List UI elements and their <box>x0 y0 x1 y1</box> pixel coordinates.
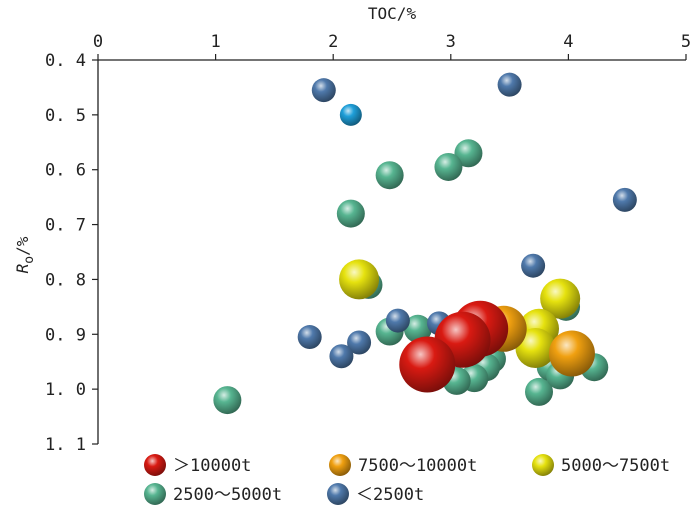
x-tick-label: 3 <box>446 32 456 52</box>
data-point-series-4-6 <box>329 344 354 369</box>
data-point-series-3-6 <box>403 314 432 343</box>
legend-marker-0 <box>144 454 166 476</box>
y-tick-label: 0. 4 <box>45 51 86 71</box>
svg-text:Ro/%: Ro/% <box>13 236 37 273</box>
data-point-series-5-0 <box>339 103 362 126</box>
data-point-series-3-11 <box>525 377 553 406</box>
x-axis-title: TOC/% <box>368 4 417 23</box>
axes: 0 1 2 3 4 5 0. 4 0. 5 0. 6 0. 7 0. 8 0. 9 1. 0 1. 1 <box>45 32 691 455</box>
data-point-series-2-3 <box>515 328 556 368</box>
legend-marker-2 <box>532 454 554 476</box>
y-tick-label: 0. 5 <box>45 106 86 126</box>
data-point-series-3-3 <box>336 199 365 228</box>
data-point-series-3-16 <box>213 386 242 415</box>
data-point-series-4-0 <box>311 78 336 103</box>
x-tick-label: 2 <box>328 32 338 52</box>
data-point-series-3-0 <box>454 139 483 168</box>
data-point-series-4-1 <box>497 72 522 97</box>
y-tick-label: 0. 7 <box>45 216 86 236</box>
legend-marker-3 <box>144 483 166 505</box>
x-tick-label: 4 <box>563 32 573 52</box>
data-point-series-3-1 <box>434 152 463 181</box>
data-point-series-4-2 <box>612 187 637 212</box>
legend-label-0: ＞10000t <box>173 456 251 476</box>
x-tick-label: 0 <box>93 32 103 52</box>
y-axis-title: Ro/% <box>13 236 37 273</box>
y-axis-title-sub: o <box>22 256 37 264</box>
y-tick-label: 1. 0 <box>45 380 86 400</box>
legend-label-1: 7500～10000t <box>358 456 477 476</box>
legend-label-2: 5000～7500t <box>561 456 670 476</box>
data-points <box>213 72 637 415</box>
data-point-series-4-3 <box>521 253 546 278</box>
y-axis-title-unit: /% <box>13 236 32 256</box>
y-tick-label: 0. 9 <box>45 325 86 345</box>
data-point-series-4-7 <box>385 308 410 333</box>
data-point-series-0-2 <box>399 336 456 393</box>
y-tick-label: 0. 6 <box>45 161 86 181</box>
data-point-series-2-1 <box>540 278 581 319</box>
legend-marker-1 <box>329 454 351 476</box>
data-point-series-4-5 <box>347 330 372 355</box>
y-axis-title-main: R <box>13 264 32 274</box>
data-point-series-2-0 <box>339 259 380 300</box>
y-tick-label: 1. 1 <box>45 435 86 455</box>
legend: ＞10000t 7500～10000t 5000～7500t 2500～5000t ＜2… <box>144 454 670 505</box>
y-tick-label: 0. 8 <box>45 270 86 290</box>
data-point-series-4-4 <box>297 325 322 350</box>
legend-marker-4 <box>327 483 349 505</box>
x-tick-label: 5 <box>681 32 691 52</box>
data-point-series-3-2 <box>375 161 404 190</box>
data-point-series-1-1 <box>548 330 595 377</box>
x-tick-label: 1 <box>210 32 220 52</box>
legend-label-4: ＜2500t <box>356 485 424 505</box>
legend-label-3: 2500～5000t <box>173 485 282 505</box>
